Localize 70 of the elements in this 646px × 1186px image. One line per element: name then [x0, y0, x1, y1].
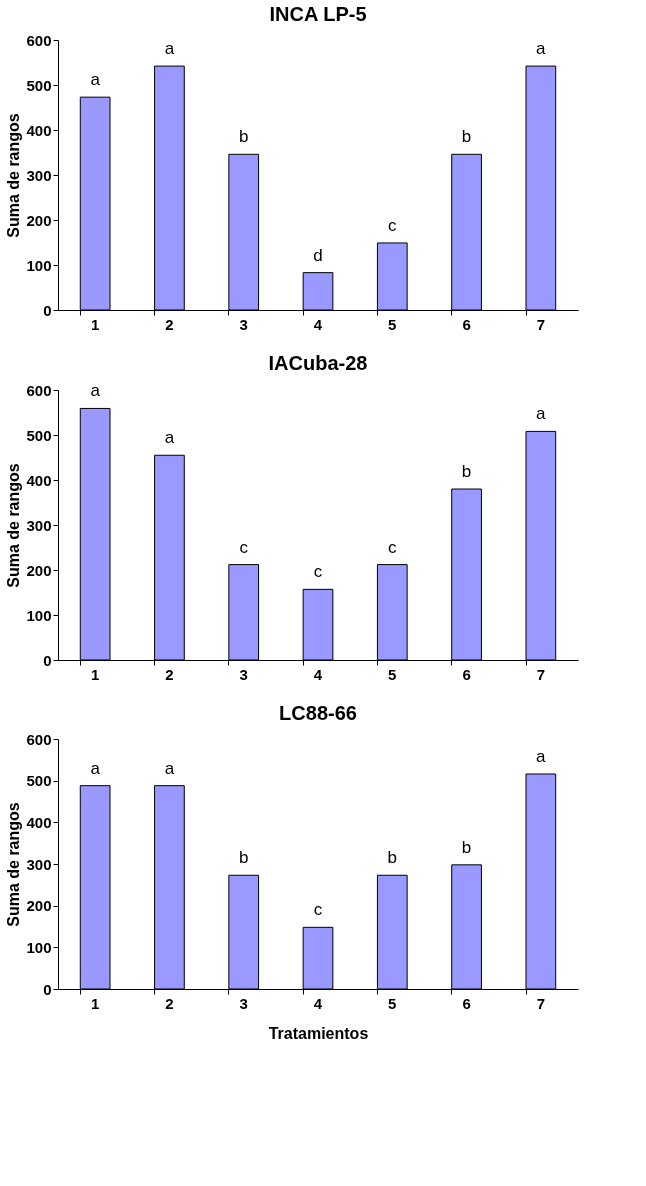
y-axis-title: Suma de rangos [5, 802, 23, 927]
annotation: b [461, 837, 472, 857]
y-tick-label: 300 [26, 166, 52, 184]
annotation: c [388, 215, 398, 235]
x-tick-label: 2 [165, 315, 174, 333]
x-tick-label: 5 [388, 665, 397, 683]
y-tick-label: 100 [26, 938, 52, 956]
y-tick-label: 0 [43, 980, 52, 998]
annotation: a [164, 758, 175, 778]
annotation: c [313, 562, 323, 582]
annotation: a [90, 70, 101, 90]
y-tick-label: 300 [26, 855, 52, 873]
annotation: d [313, 245, 323, 265]
y-tick-label: 400 [26, 471, 52, 489]
annotation: c [239, 537, 249, 557]
x-tick-label: 2 [165, 994, 174, 1012]
x-tick-label: 4 [313, 665, 323, 683]
y-tick-label: 600 [26, 381, 52, 399]
x-tick-label: 1 [90, 665, 100, 683]
x-axis-title: Tratamientos [268, 1024, 369, 1042]
y-tick-label: 500 [26, 76, 52, 94]
x-tick-label: 4 [313, 994, 323, 1012]
x-tick-label: 6 [462, 315, 471, 333]
annotation: a [164, 39, 175, 59]
y-tick-label: 600 [26, 730, 52, 748]
y-tick-label: 0 [43, 651, 52, 669]
x-tick-label: 4 [313, 315, 323, 333]
y-tick-label: 200 [26, 897, 52, 915]
y-tick-label: 200 [26, 561, 52, 579]
x-tick-label: 7 [536, 665, 546, 683]
y-tick-label: 300 [26, 516, 52, 534]
x-tick-label: 3 [239, 665, 248, 683]
x-tick-label: 5 [388, 994, 397, 1012]
x-tick-label: 3 [239, 994, 248, 1012]
x-tick-label: 7 [536, 994, 546, 1012]
y-tick-label: 400 [26, 813, 52, 831]
y-axis-title: Suma de rangos [5, 113, 23, 238]
y-tick-label: 100 [26, 256, 52, 274]
x-tick-label: 2 [165, 665, 174, 683]
y-tick-label: 0 [43, 301, 52, 319]
x-tick-label: 1 [90, 315, 100, 333]
y-axis-title: Suma de rangos [5, 463, 23, 588]
annotation: b [238, 848, 249, 868]
y-tick-label: 500 [26, 772, 52, 790]
x-tick-label: 7 [536, 315, 546, 333]
annotation: a [536, 39, 547, 59]
x-tick-label: 5 [388, 315, 397, 333]
y-tick-label: 500 [26, 426, 52, 444]
annotation: c [313, 900, 323, 920]
x-tick-label: 6 [462, 994, 471, 1012]
x-tick-label: 6 [462, 665, 471, 683]
annotation: a [164, 428, 175, 448]
y-tick-label: 600 [26, 31, 52, 49]
y-tick-label: 100 [26, 606, 52, 624]
annotation: b [238, 127, 249, 147]
annotation: b [461, 462, 472, 481]
annotation: c [388, 537, 398, 557]
y-tick-label: 400 [26, 121, 52, 139]
annotation: b [387, 848, 398, 868]
annotation: a [90, 758, 101, 778]
x-tick-label: 1 [90, 994, 100, 1012]
y-tick-label: 200 [26, 211, 52, 229]
chart-title: LC88-66 [279, 702, 357, 724]
annotation: a [536, 747, 547, 766]
x-tick-label: 3 [239, 315, 248, 333]
annotation: a [90, 381, 101, 401]
chart-title: IACuba-28 [268, 352, 368, 375]
annotation: b [461, 127, 472, 147]
chart-title: INCA LP-5 [269, 3, 367, 25]
annotation: a [536, 404, 547, 424]
